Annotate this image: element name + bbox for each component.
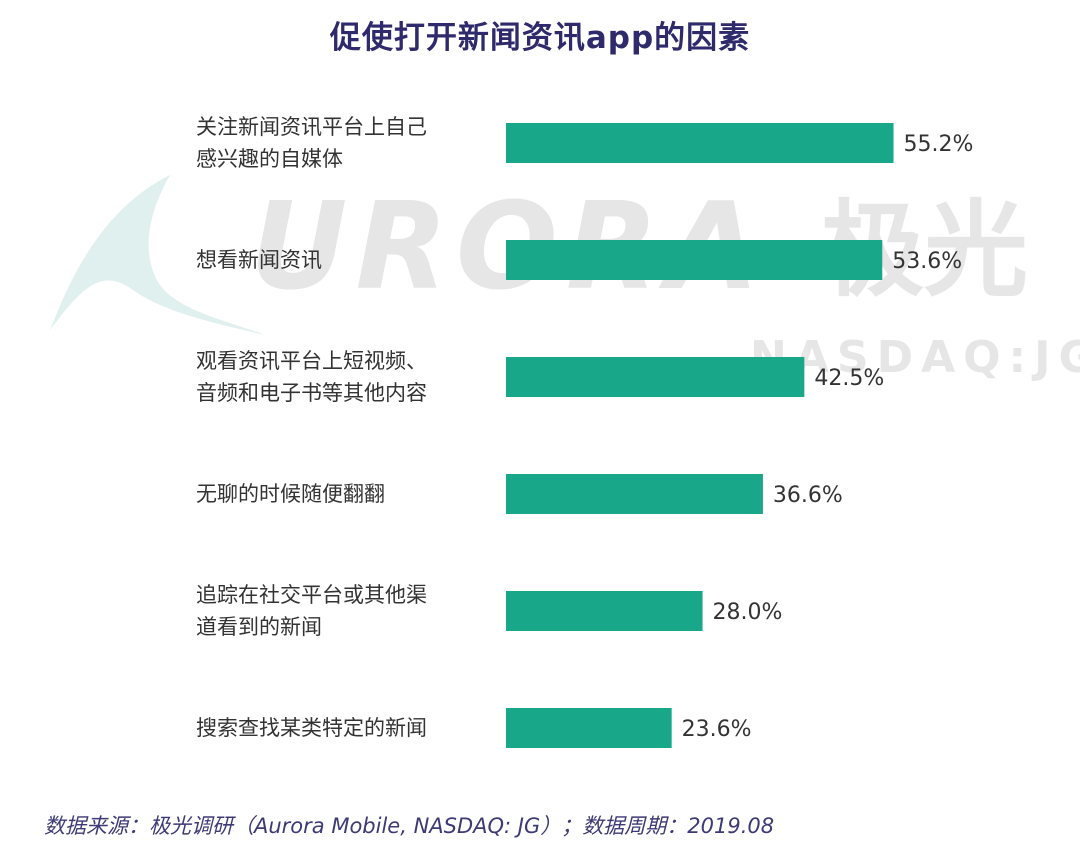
bar <box>506 591 703 631</box>
category-label: 观看资讯平台上短视频、 音频和电子书等其他内容 <box>196 349 427 405</box>
bar <box>506 123 894 163</box>
data-source-note: 数据来源：极光调研（Aurora Mobile, NASDAQ: JG）；数据周… <box>44 814 775 838</box>
category-label: 想看新闻资讯 <box>196 248 322 272</box>
bar <box>506 240 883 280</box>
bar-value-label: 36.6% <box>773 483 843 508</box>
bar-value-label: 23.6% <box>682 717 752 742</box>
bar-value-label: 28.0% <box>713 600 783 625</box>
category-label: 关注新闻资讯平台上自己 感兴趣的自媒体 <box>196 115 427 171</box>
bar-value-label: 53.6% <box>892 249 962 274</box>
bar-value-label: 55.2% <box>904 132 974 157</box>
aurora-logo-watermark <box>50 175 265 335</box>
watermark-nasdaq-text: NASDAQ:JG <box>750 332 1080 383</box>
chart-title: 促使打开新闻资讯app的因素 <box>329 20 751 56</box>
category-label: 追踪在社交平台或其他渠 道看到的新闻 <box>196 583 427 639</box>
category-label: 搜索查找某类特定的新闻 <box>196 716 427 740</box>
bar-value-label: 42.5% <box>814 366 884 391</box>
category-label: 无聊的时候随便翻翻 <box>196 482 385 506</box>
bar <box>506 357 805 397</box>
bar <box>506 708 672 748</box>
bar <box>506 474 763 514</box>
